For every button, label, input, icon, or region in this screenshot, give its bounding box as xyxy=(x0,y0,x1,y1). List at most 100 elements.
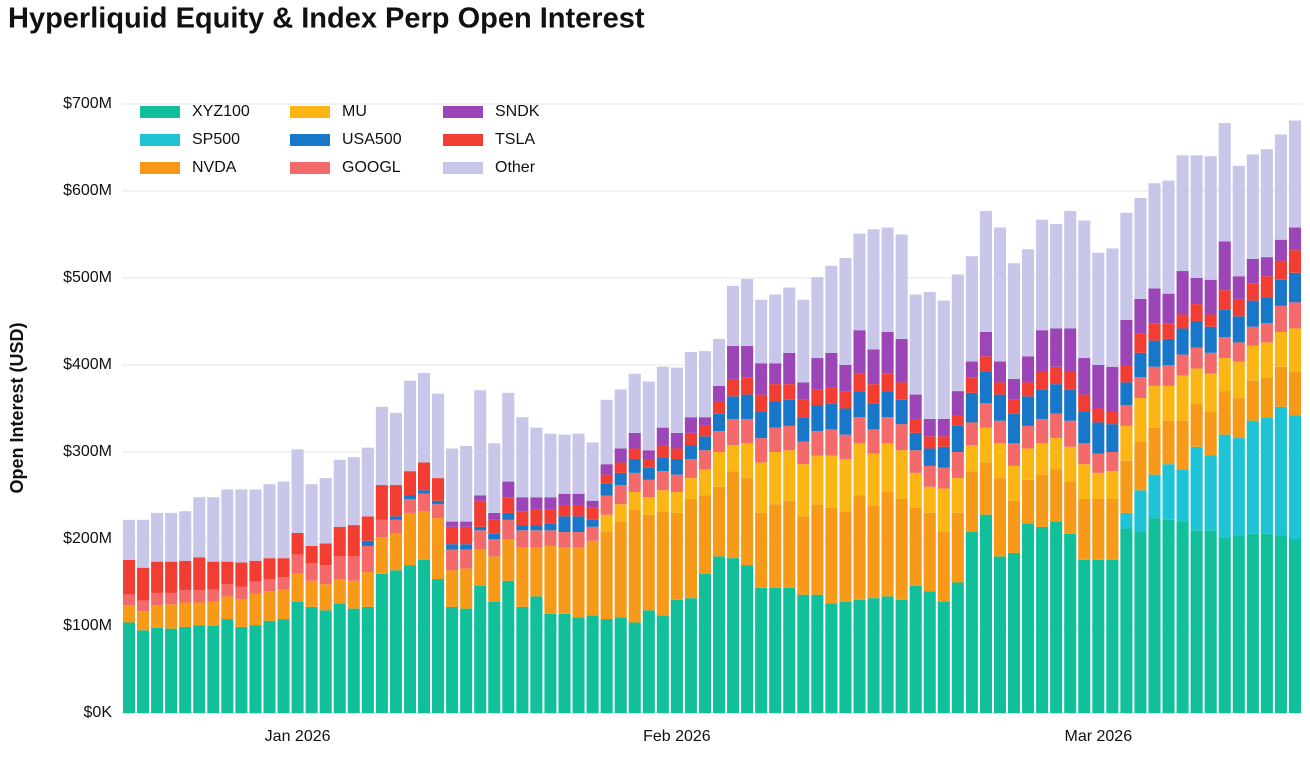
bar-segment xyxy=(137,630,150,713)
bar-segment xyxy=(291,554,304,574)
bar-segment xyxy=(670,432,683,449)
bar-segment xyxy=(221,584,234,597)
bar-segment xyxy=(516,525,529,531)
bar-segment xyxy=(727,285,740,346)
bar-segment xyxy=(1120,512,1133,529)
bar-segment xyxy=(305,580,318,607)
bar-segment xyxy=(769,504,782,588)
bar-segment xyxy=(460,445,473,522)
bar-segment xyxy=(895,450,908,499)
bar-segment xyxy=(1190,368,1203,404)
bar-segment xyxy=(684,598,697,713)
legend-label: USA500 xyxy=(342,131,402,148)
bar-segment xyxy=(277,481,290,559)
bar-segment xyxy=(951,582,964,713)
bar-segment xyxy=(642,381,655,451)
bar-segment xyxy=(656,471,669,491)
bar-segment xyxy=(1106,248,1119,367)
bar-segment xyxy=(516,606,529,713)
bar-segment xyxy=(1176,314,1189,329)
bar-segment xyxy=(235,562,248,587)
bar-segment xyxy=(572,617,585,713)
bar-segment xyxy=(951,452,964,479)
bar-segment xyxy=(628,509,641,623)
x-tick-label: Feb 2026 xyxy=(643,728,711,745)
bar-segment xyxy=(1148,427,1161,475)
bar-segment xyxy=(1148,323,1161,341)
bar-segment xyxy=(122,594,136,606)
bar-segment xyxy=(909,472,922,508)
bar-segment xyxy=(1007,399,1021,414)
bar-segment xyxy=(165,592,178,605)
bar-segment xyxy=(305,545,318,564)
bar-segment xyxy=(755,587,768,713)
bar-segment xyxy=(867,229,880,350)
bar-segment xyxy=(502,497,515,513)
bar-segment xyxy=(460,544,473,550)
bar-segment xyxy=(867,429,880,454)
bar-segment xyxy=(1120,382,1133,406)
bar-segment xyxy=(1260,257,1273,277)
y-tick-label: $200M xyxy=(63,530,112,547)
bar-segment xyxy=(1120,528,1133,713)
bar-segment xyxy=(1232,342,1245,362)
bar-segment xyxy=(727,445,740,472)
bar-segment xyxy=(965,377,978,393)
bar-segment xyxy=(249,593,262,626)
bar-segment xyxy=(1036,371,1049,390)
bar-segment xyxy=(684,432,697,446)
bar-segment xyxy=(1078,464,1091,499)
bar-segment xyxy=(937,300,950,419)
bar-segment xyxy=(1246,420,1259,534)
bar-segment xyxy=(530,497,543,510)
bar-segment xyxy=(586,442,599,501)
bar-segment xyxy=(895,424,908,451)
bar-segment xyxy=(1232,438,1245,536)
bar-segment xyxy=(1176,155,1189,272)
bar-segment xyxy=(642,610,655,713)
bar-segment xyxy=(783,352,796,385)
bar-segment xyxy=(1274,134,1287,240)
bar-segment xyxy=(221,619,234,713)
bar-segment xyxy=(727,378,740,397)
bar-segment xyxy=(1218,434,1231,538)
legend-label: MU xyxy=(342,103,367,120)
bar-segment xyxy=(544,530,557,546)
bar-segment xyxy=(881,373,894,392)
bar-segment xyxy=(1162,464,1175,520)
bar-segment xyxy=(1190,446,1203,531)
bar-segment xyxy=(375,573,388,713)
bar-segment xyxy=(993,227,1007,362)
bar-segment xyxy=(207,601,220,626)
bar-segment xyxy=(1064,211,1077,329)
bar-segment xyxy=(207,589,220,602)
bar-segment xyxy=(755,411,768,439)
bar-segment xyxy=(1007,263,1021,379)
bar-segment xyxy=(1134,398,1147,442)
legend-swatch xyxy=(140,162,180,174)
bar-segment xyxy=(1036,526,1049,713)
bar-segment xyxy=(825,429,838,456)
bar-segment xyxy=(502,392,515,482)
bar-segment xyxy=(1134,532,1147,713)
bar-segment xyxy=(895,338,908,383)
bar-segment xyxy=(783,399,796,426)
bar-segment xyxy=(600,619,613,713)
bar-segment xyxy=(291,601,304,713)
bar-segment xyxy=(1092,559,1105,713)
bar-segment xyxy=(783,384,796,400)
bar-segment xyxy=(403,565,417,713)
y-tick-label: $400M xyxy=(63,356,112,373)
bar-segment xyxy=(235,586,248,600)
bar-segment xyxy=(319,478,332,544)
bar-segment xyxy=(277,558,290,578)
bar-segment xyxy=(1162,385,1175,421)
bar-segment xyxy=(811,358,824,390)
bar-segment xyxy=(1148,385,1161,428)
bar-segment xyxy=(1106,471,1119,499)
bar-segment xyxy=(530,547,543,597)
bar-segment xyxy=(867,453,880,506)
bar-segment xyxy=(1218,241,1231,291)
bar-segment xyxy=(1148,288,1161,324)
bar-segment xyxy=(783,450,796,501)
